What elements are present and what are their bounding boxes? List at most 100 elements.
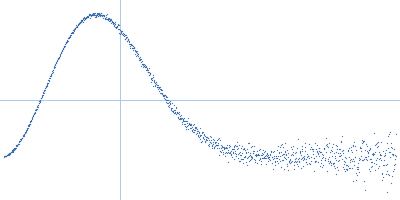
Point: [333, 144, 339, 147]
Point: [17, 138, 24, 141]
Point: [146, 73, 153, 76]
Point: [138, 57, 144, 60]
Point: [156, 90, 162, 93]
Point: [227, 145, 234, 148]
Point: [368, 157, 374, 160]
Point: [365, 154, 372, 158]
Point: [288, 146, 294, 149]
Point: [57, 53, 63, 56]
Point: [379, 171, 385, 174]
Point: [123, 36, 130, 40]
Point: [277, 145, 284, 148]
Point: [125, 38, 131, 41]
Point: [59, 49, 65, 52]
Point: [326, 141, 332, 145]
Point: [217, 149, 223, 152]
Point: [100, 15, 107, 18]
Point: [148, 76, 155, 79]
Point: [250, 152, 257, 155]
Point: [52, 61, 59, 65]
Point: [172, 106, 179, 109]
Point: [162, 97, 168, 100]
Point: [278, 143, 285, 146]
Point: [152, 84, 158, 87]
Point: [238, 157, 244, 160]
Point: [117, 32, 124, 36]
Point: [102, 17, 109, 20]
Point: [212, 140, 218, 144]
Point: [377, 157, 384, 160]
Point: [346, 160, 353, 163]
Point: [151, 80, 158, 83]
Point: [8, 151, 14, 154]
Point: [262, 156, 268, 160]
Point: [164, 104, 171, 108]
Point: [340, 148, 346, 152]
Point: [381, 158, 387, 162]
Point: [144, 68, 150, 71]
Point: [60, 46, 66, 49]
Point: [172, 109, 178, 112]
Point: [140, 63, 147, 66]
Point: [39, 93, 46, 96]
Point: [256, 147, 263, 151]
Point: [128, 44, 135, 47]
Point: [340, 152, 346, 155]
Point: [95, 12, 102, 15]
Point: [258, 160, 264, 163]
Point: [96, 11, 103, 15]
Point: [82, 18, 89, 21]
Point: [224, 150, 231, 154]
Point: [93, 15, 99, 18]
Point: [304, 152, 310, 155]
Point: [285, 155, 292, 158]
Point: [336, 159, 343, 162]
Point: [169, 106, 176, 110]
Point: [141, 66, 148, 69]
Point: [381, 163, 388, 166]
Point: [237, 160, 243, 163]
Point: [192, 129, 198, 132]
Point: [31, 112, 38, 115]
Point: [292, 161, 299, 164]
Point: [105, 18, 111, 21]
Point: [12, 146, 19, 149]
Point: [133, 54, 140, 58]
Point: [391, 168, 398, 171]
Point: [257, 156, 263, 159]
Point: [182, 119, 189, 122]
Point: [195, 135, 202, 138]
Point: [86, 13, 92, 16]
Point: [354, 165, 360, 168]
Point: [168, 110, 175, 113]
Point: [113, 26, 120, 29]
Point: [22, 131, 28, 135]
Point: [124, 40, 130, 43]
Point: [28, 118, 35, 121]
Point: [95, 14, 101, 17]
Point: [5, 153, 12, 156]
Point: [296, 160, 302, 164]
Point: [96, 14, 103, 18]
Point: [92, 12, 98, 15]
Point: [69, 31, 75, 35]
Point: [50, 70, 56, 73]
Point: [388, 182, 394, 185]
Point: [302, 158, 309, 161]
Point: [186, 122, 193, 125]
Point: [149, 78, 155, 81]
Point: [279, 153, 286, 157]
Point: [170, 110, 176, 113]
Point: [99, 13, 105, 17]
Point: [34, 105, 40, 108]
Point: [20, 135, 26, 138]
Point: [366, 148, 372, 151]
Point: [345, 165, 351, 168]
Point: [15, 143, 21, 146]
Point: [65, 39, 71, 42]
Point: [278, 151, 284, 154]
Point: [157, 88, 164, 91]
Point: [288, 159, 295, 162]
Point: [157, 91, 163, 94]
Point: [181, 122, 187, 125]
